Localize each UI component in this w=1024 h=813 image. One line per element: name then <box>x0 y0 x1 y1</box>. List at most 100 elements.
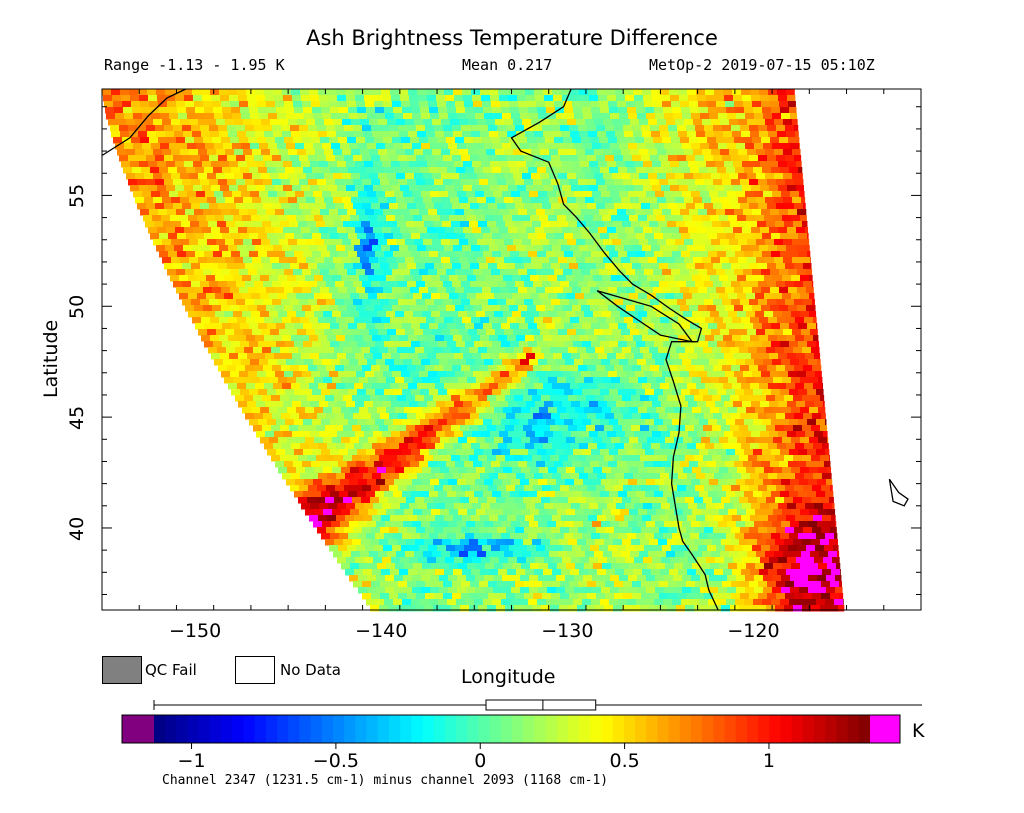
data-cell <box>403 113 413 120</box>
data-cell <box>807 233 809 240</box>
data-cell <box>726 491 736 498</box>
data-cell <box>673 191 683 198</box>
data-cell <box>456 107 466 114</box>
data-cell <box>284 101 294 108</box>
data-cell <box>713 203 723 210</box>
data-cell <box>298 425 308 432</box>
data-cell <box>573 323 583 330</box>
data-cell <box>447 323 457 330</box>
data-cell <box>453 317 463 324</box>
data-cell <box>204 233 214 240</box>
data-cell <box>418 401 428 408</box>
data-cell <box>610 143 620 150</box>
data-cell <box>273 245 283 252</box>
data-cell <box>792 173 802 180</box>
data-cell <box>521 377 531 384</box>
data-cell <box>405 329 415 336</box>
data-cell <box>344 155 354 162</box>
data-cell <box>317 299 327 306</box>
data-cell <box>492 449 502 456</box>
data-cell <box>663 449 673 456</box>
data-cell <box>589 503 599 510</box>
data-cell <box>486 197 496 204</box>
data-cell <box>275 101 285 108</box>
data-cell <box>164 263 174 270</box>
data-cell <box>578 281 588 288</box>
data-cell <box>347 371 357 378</box>
data-cell <box>575 377 585 384</box>
data-cell <box>289 347 299 354</box>
data-cell <box>704 125 714 132</box>
data-cell <box>525 89 535 96</box>
data-cell <box>650 299 660 306</box>
data-cell <box>780 233 790 240</box>
data-cell <box>754 359 764 366</box>
data-cell <box>275 137 285 144</box>
data-cell <box>705 383 715 390</box>
data-cell <box>261 119 271 126</box>
data-cell <box>498 473 508 480</box>
data-cell <box>423 119 433 126</box>
data-cell <box>492 251 502 258</box>
data-cell <box>376 113 386 120</box>
data-cell <box>311 461 321 468</box>
data-cell <box>379 425 389 432</box>
data-cell <box>750 317 760 324</box>
data-cell <box>264 245 274 252</box>
data-cell <box>612 239 622 246</box>
data-cell <box>452 203 462 210</box>
data-cell <box>552 383 562 390</box>
data-cell <box>357 389 367 396</box>
data-cell <box>782 377 792 384</box>
data-cell <box>692 311 702 318</box>
data-cell <box>590 269 600 276</box>
data-cell <box>621 149 631 156</box>
data-cell <box>438 233 448 240</box>
data-cell <box>467 509 477 516</box>
data-cell <box>548 377 558 384</box>
data-cell <box>632 263 642 270</box>
data-cell <box>561 317 571 324</box>
data-cell <box>552 335 562 342</box>
data-cell <box>778 95 788 102</box>
data-cell <box>295 113 305 120</box>
data-cell <box>404 311 414 318</box>
data-cell <box>499 161 509 168</box>
data-cell <box>278 293 288 300</box>
data-cell <box>443 413 453 420</box>
data-cell <box>275 287 285 294</box>
data-cell <box>292 227 302 234</box>
data-cell <box>179 275 189 282</box>
data-cell <box>240 251 250 258</box>
data-cell <box>628 143 638 150</box>
data-cell <box>525 515 535 522</box>
data-cell <box>713 281 723 288</box>
data-cell <box>312 341 322 348</box>
data-cell <box>184 227 194 234</box>
data-cell <box>323 275 333 282</box>
data-cell <box>790 479 800 486</box>
data-cell <box>569 125 579 132</box>
data-cell <box>288 197 298 204</box>
data-cell <box>408 443 418 450</box>
data-cell <box>350 407 360 414</box>
data-cell <box>213 107 223 114</box>
data-cell <box>630 239 640 246</box>
data-cell <box>237 383 247 390</box>
data-cell <box>458 275 468 282</box>
data-cell <box>804 383 814 390</box>
data-cell <box>372 89 382 96</box>
data-cell <box>563 101 573 108</box>
data-cell <box>413 509 423 516</box>
data-cell <box>530 509 540 516</box>
data-cell <box>580 161 590 168</box>
data-cell <box>668 299 678 306</box>
data-cell <box>285 389 295 396</box>
data-cell <box>157 185 167 192</box>
data-cell <box>582 107 592 114</box>
data-cell <box>669 443 679 450</box>
data-cell <box>151 143 161 150</box>
data-cell <box>254 179 264 186</box>
data-cell <box>417 335 427 342</box>
data-cell <box>522 239 532 246</box>
